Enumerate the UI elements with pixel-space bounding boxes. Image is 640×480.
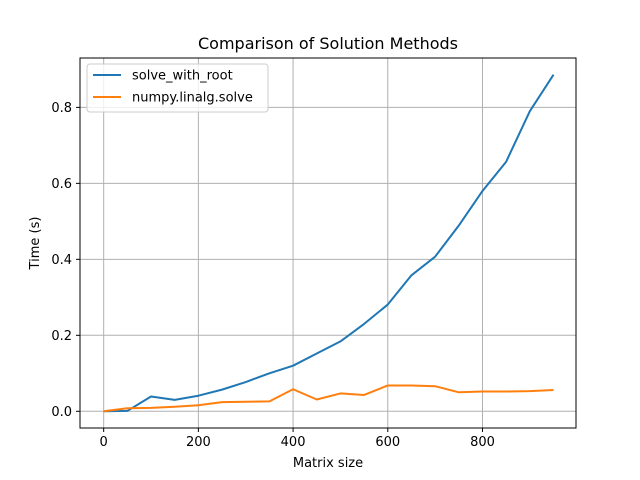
x-tick-label: 800 <box>470 435 495 450</box>
x-tick-label: 600 <box>375 435 400 450</box>
series-line-numpy-linalg-solve <box>103 384 554 413</box>
x-tick-label: 400 <box>281 435 306 450</box>
y-tick-label: 0.6 <box>51 177 72 192</box>
series-line-solve-with-root <box>103 74 555 413</box>
legend-label-solve-with-root: solve_with_root <box>132 69 233 84</box>
x-axis-label: Matrix size <box>293 456 363 471</box>
y-tick-label: 0.0 <box>51 405 72 420</box>
chart-title: Comparison of Solution Methods <box>198 34 458 53</box>
axis-ticks: 0 200 400 600 800 0.0 0.2 0.4 0.6 0.8 <box>51 101 495 450</box>
grid-lines <box>80 58 576 428</box>
series-lines <box>103 74 555 413</box>
plot-area <box>80 58 576 428</box>
x-tick-label: 0 <box>100 435 108 450</box>
y-axis-label: Time (s) <box>28 217 43 271</box>
y-tick-label: 0.2 <box>51 329 72 344</box>
y-tick-label: 0.8 <box>51 101 72 116</box>
legend-box <box>86 63 269 113</box>
y-tick-label: 0.4 <box>51 253 72 268</box>
legend: solve_with_root numpy.linalg.solve <box>86 63 269 113</box>
legend-label-numpy-linalg-solve: numpy.linalg.solve <box>132 91 253 106</box>
plot-frame <box>79 57 577 429</box>
x-tick-label: 200 <box>186 435 211 450</box>
